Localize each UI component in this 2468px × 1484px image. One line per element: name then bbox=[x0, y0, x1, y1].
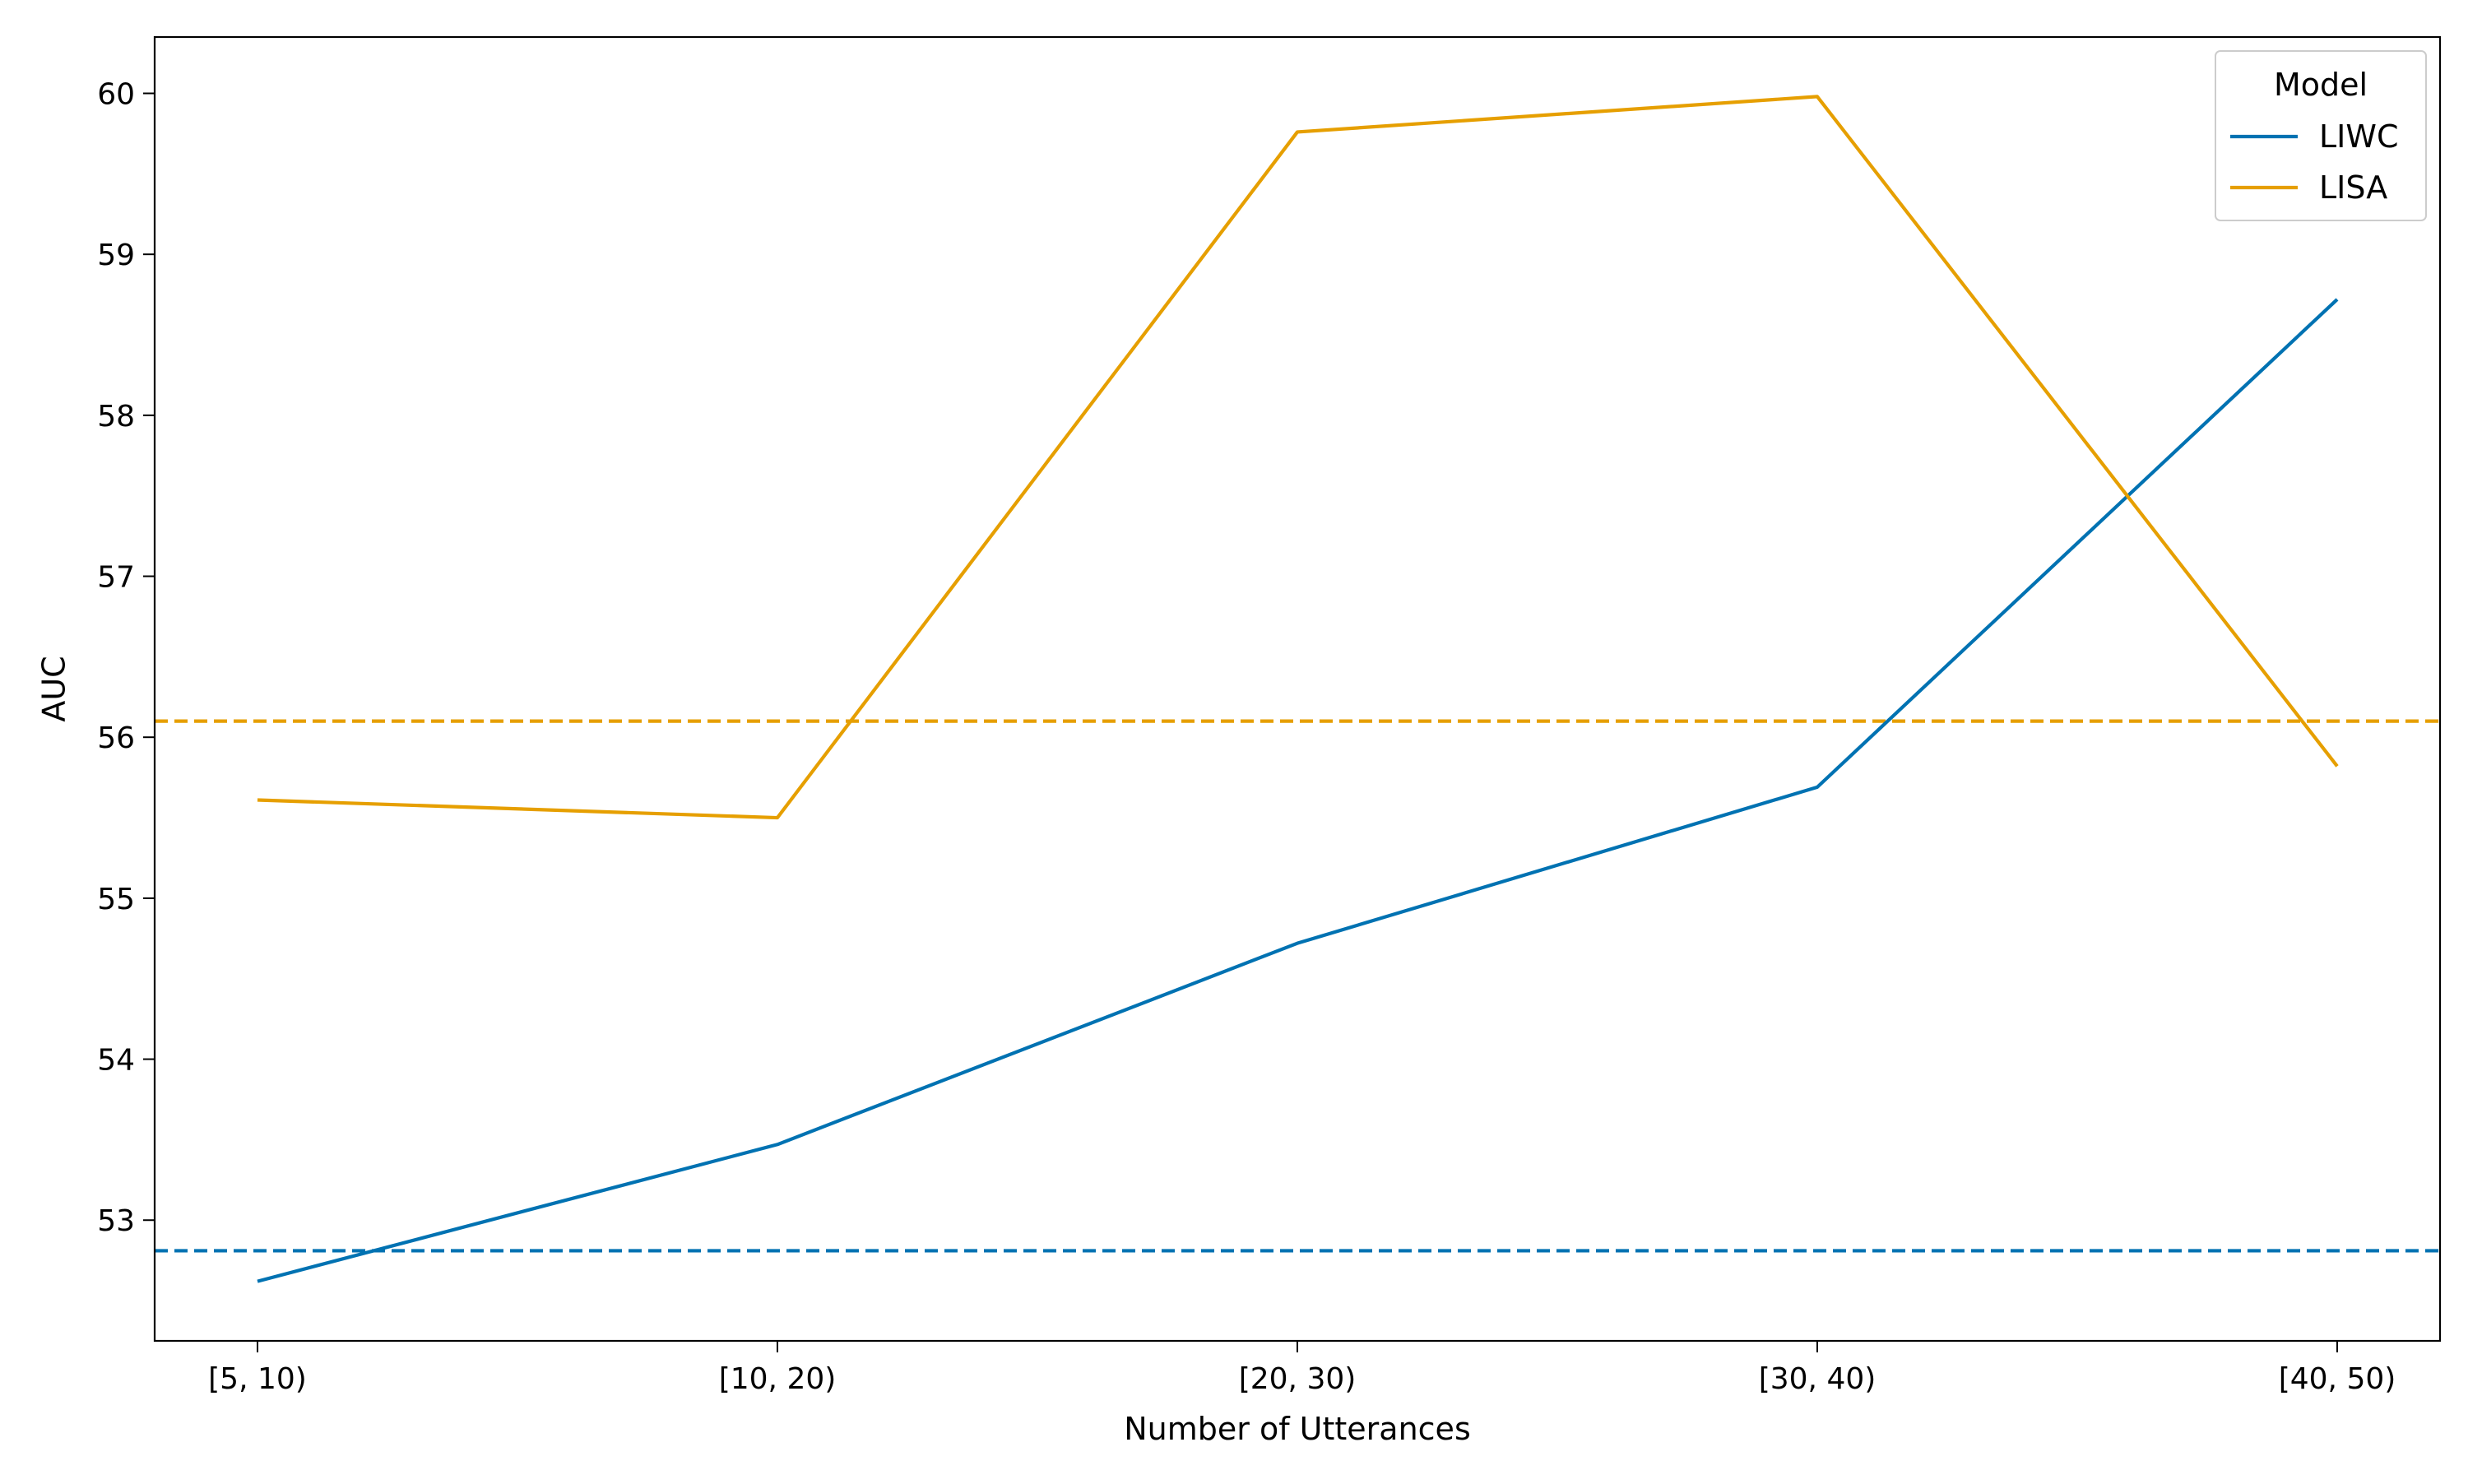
x-axis-label: Number of Utterances bbox=[1124, 1411, 1471, 1447]
series-line-lisa bbox=[257, 96, 2337, 818]
x-tick-label: [20, 30) bbox=[1239, 1362, 1357, 1396]
y-tick-label: 56 bbox=[97, 721, 135, 755]
y-tick-label: 53 bbox=[97, 1204, 135, 1238]
legend-title: Model bbox=[2274, 67, 2368, 103]
series-line-liwc bbox=[257, 299, 2337, 1282]
y-tick-label: 55 bbox=[97, 883, 135, 916]
y-tick-label: 54 bbox=[97, 1044, 135, 1078]
y-tick-label: 59 bbox=[97, 239, 135, 272]
legend-label-lisa: LISA bbox=[2319, 169, 2387, 206]
legend: Model LIWC LISA bbox=[2215, 51, 2426, 220]
y-tick-label: 60 bbox=[97, 77, 135, 111]
x-tick-label: [40, 50) bbox=[2279, 1362, 2396, 1396]
y-axis-label: AUC bbox=[35, 656, 72, 721]
plot-area-frame bbox=[155, 37, 2440, 1341]
axis-layer: 53 54 55 56 57 58 59 60 [5, 10) [10, 20) [20, 30) [… bbox=[97, 77, 2396, 1396]
x-tick-label: [5, 10) bbox=[208, 1362, 307, 1396]
y-tick-label: 58 bbox=[97, 400, 135, 434]
plot-layer bbox=[155, 96, 2440, 1281]
x-tick-label: [10, 20) bbox=[719, 1362, 837, 1396]
legend-label-liwc: LIWC bbox=[2319, 118, 2398, 155]
x-tick-label: [30, 40) bbox=[1759, 1362, 1877, 1396]
y-tick-label: 57 bbox=[97, 561, 135, 595]
